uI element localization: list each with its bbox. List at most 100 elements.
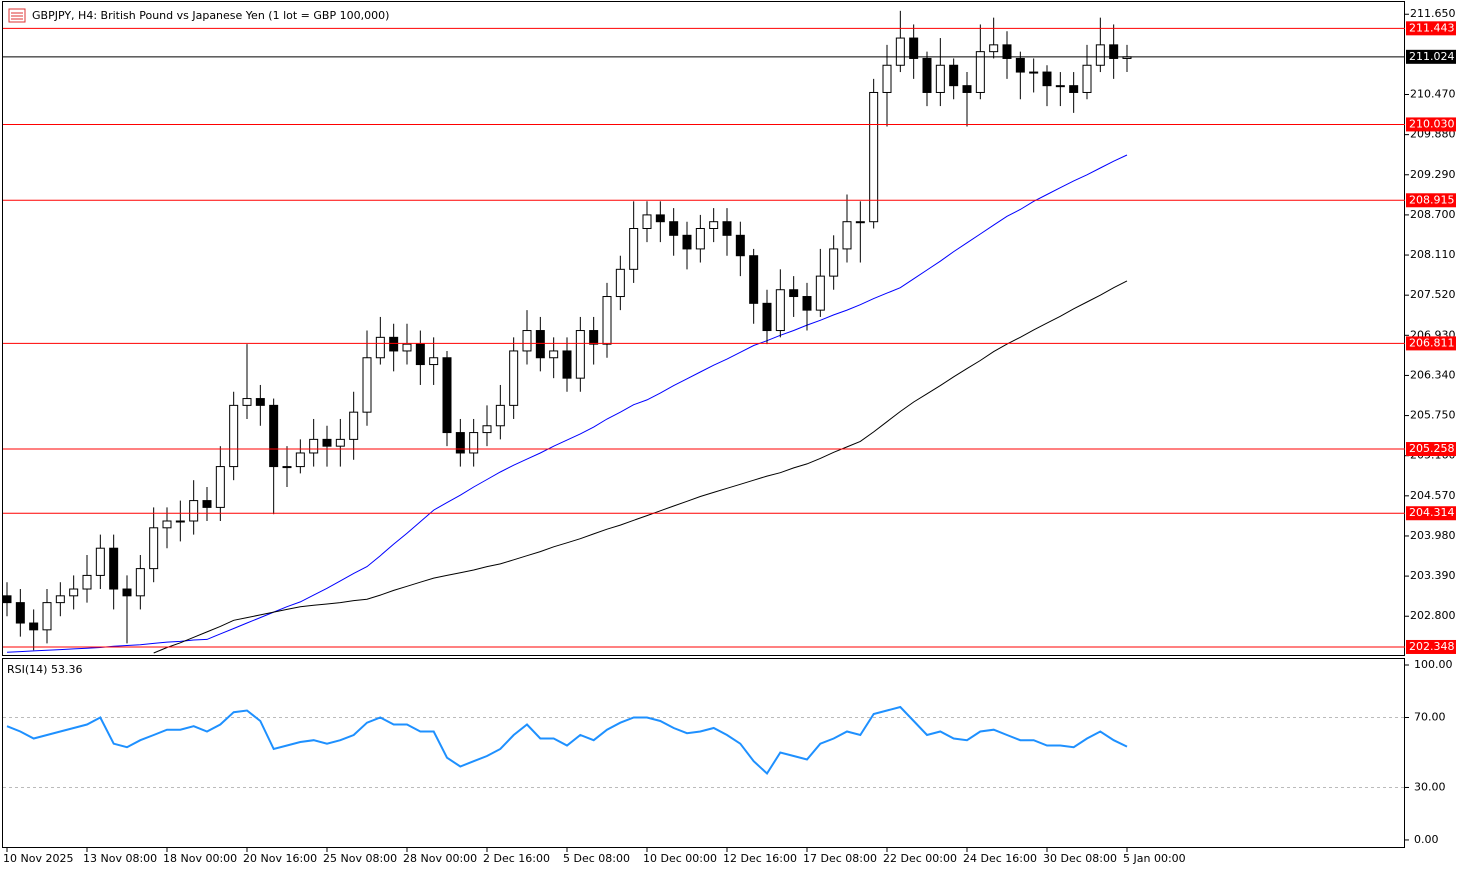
candle-body — [522, 330, 532, 352]
chart-title: GBPJPY, H4: British Pound vs Japanese Ye… — [32, 9, 389, 22]
candle-body — [295, 452, 305, 468]
level-label: 205.258 — [1409, 442, 1455, 455]
candle-body — [15, 602, 25, 624]
candle-body — [1082, 64, 1092, 93]
candle-body — [95, 547, 105, 576]
level-label: 208.915 — [1409, 193, 1455, 206]
candle-body — [202, 500, 212, 508]
candle-body — [242, 398, 252, 406]
x-tick-label: 10 Nov 2025 — [3, 852, 73, 865]
candle-body — [1069, 85, 1079, 93]
level-tag — [1406, 117, 1456, 132]
x-tick-label: 17 Dec 08:00 — [803, 852, 877, 865]
moving-average — [153, 280, 1128, 654]
candle-body — [442, 357, 452, 434]
rsi-label: RSI(14) 53.36 — [7, 663, 82, 676]
candle-body — [575, 330, 585, 379]
candle-body — [775, 289, 785, 332]
candle-body — [1015, 57, 1025, 73]
candle-body — [735, 234, 745, 257]
x-tick-label: 24 Dec 16:00 — [963, 852, 1037, 865]
level-label: 206.811 — [1409, 336, 1455, 349]
x-tick-label: 28 Nov 00:00 — [403, 852, 477, 865]
candle-body — [709, 221, 719, 230]
candle-body — [669, 221, 679, 236]
y-tick-label: 203.980 — [1410, 529, 1456, 542]
level-tag — [1406, 49, 1456, 64]
candle-body — [429, 357, 439, 366]
y-tick-label: 206.340 — [1410, 368, 1456, 381]
candle-body — [602, 296, 612, 345]
candle-body — [282, 466, 292, 469]
candle-body — [682, 234, 692, 250]
candle-body — [695, 228, 705, 250]
candle-body — [1002, 44, 1012, 59]
candle-body — [149, 527, 159, 570]
candle-body — [349, 411, 359, 440]
candle-body — [469, 432, 479, 454]
level-label: 204.314 — [1409, 506, 1455, 519]
candle-body — [589, 330, 599, 345]
rsi-line — [6, 705, 1128, 776]
y-tick-label: 202.800 — [1410, 609, 1456, 622]
candle-body — [655, 214, 665, 223]
candle-body — [1055, 85, 1065, 88]
level-tag — [1406, 639, 1456, 654]
x-tick-label: 5 Jan 00:00 — [1123, 852, 1186, 865]
candle-body — [842, 221, 852, 250]
candle-body — [549, 350, 559, 359]
level-label: 202.348 — [1409, 640, 1455, 653]
y-tick-label: 204.570 — [1410, 489, 1456, 502]
x-tick-label: 22 Dec 00:00 — [883, 852, 957, 865]
candle-body — [509, 350, 519, 406]
candle-body — [855, 221, 865, 224]
candle-body — [962, 85, 972, 93]
candle-body — [762, 302, 772, 332]
y-tick-label: 205.750 — [1410, 409, 1456, 422]
candle-body — [789, 289, 799, 298]
candle-body — [909, 37, 919, 59]
candle-body — [989, 44, 999, 53]
y-tick-label: 208.110 — [1410, 248, 1456, 261]
y-tick-label: 208.700 — [1410, 208, 1456, 221]
level-label: 210.030 — [1409, 117, 1455, 130]
candle-body — [69, 588, 79, 597]
candle-body — [749, 255, 759, 304]
candle-body — [215, 466, 225, 508]
candle-body — [949, 64, 959, 87]
candle-body — [269, 404, 279, 468]
candle-body — [1095, 44, 1105, 66]
level-tag — [1406, 442, 1456, 457]
candle-body — [322, 438, 332, 447]
candle-body — [362, 357, 372, 413]
candle-body — [255, 398, 265, 406]
candle-body — [882, 64, 892, 93]
candle-body — [389, 336, 399, 352]
candle-body — [55, 595, 65, 604]
x-tick-label: 12 Dec 16:00 — [723, 852, 797, 865]
rsi-tick-label: 0.00 — [1414, 833, 1439, 846]
candle-body — [175, 520, 185, 523]
y-tick-label: 210.470 — [1410, 88, 1456, 101]
candle-body — [402, 343, 412, 352]
x-tick-label: 25 Nov 08:00 — [323, 852, 397, 865]
candle-body — [415, 343, 425, 366]
candle-body — [935, 64, 945, 93]
moving-average — [6, 154, 1128, 653]
candle-body — [829, 248, 839, 277]
y-tick-label: 203.390 — [1410, 569, 1456, 582]
level-tag — [1406, 21, 1456, 36]
candle-body — [975, 51, 985, 93]
candle-body — [42, 602, 52, 631]
candle-body — [629, 228, 639, 270]
candle-body — [29, 622, 39, 631]
y-tick-label: 207.520 — [1410, 288, 1456, 301]
rsi-frame — [2, 658, 1405, 848]
candle-body — [189, 500, 199, 522]
candle-body — [722, 221, 732, 236]
candle-body — [922, 57, 932, 93]
candle-body — [482, 425, 492, 434]
candle-body — [495, 404, 505, 427]
x-tick-label: 10 Dec 00:00 — [643, 852, 717, 865]
